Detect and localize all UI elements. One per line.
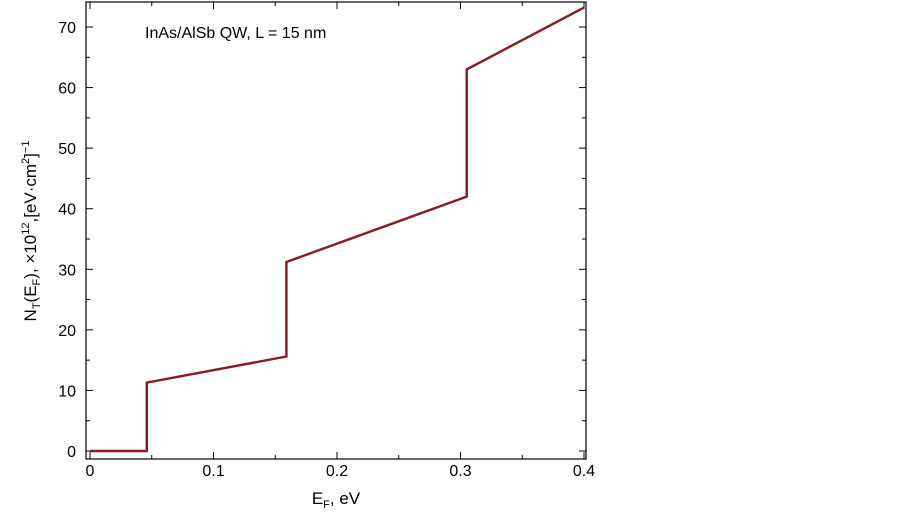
x-tick-label: 0.1 [202, 463, 224, 480]
y-tick-label: 0 [67, 444, 76, 461]
y-tick-label: 70 [58, 20, 76, 37]
y-tick-label: 40 [58, 202, 76, 219]
y-tick-label: 30 [58, 262, 76, 279]
x-tick-label: 0.2 [326, 463, 348, 480]
axis-ticks [86, 2, 586, 459]
y-tick-label: 20 [58, 323, 76, 340]
tick-labels: 0 0.1 0.2 0.3 0.4 0 10 20 30 40 50 60 70 [58, 20, 595, 480]
y-tick-label: 60 [58, 81, 76, 98]
series-layer [90, 6, 585, 453]
x-axis-title: EF, eV [312, 489, 361, 511]
y-axis-title: NT(EF), ×1012,[eV·cm2]−1 [20, 141, 43, 322]
y-tick-label: 10 [58, 383, 76, 400]
x-tick-label: 0.3 [449, 463, 471, 480]
x-tick-label: 0.4 [573, 463, 595, 480]
chart-annotation: InAs/AlSb QW, L = 15 nm [145, 25, 326, 42]
x-tick-label: 0 [86, 463, 95, 480]
series-line [90, 6, 585, 453]
y-tick-label: 50 [58, 141, 76, 158]
plot-frame [85, 1, 587, 460]
